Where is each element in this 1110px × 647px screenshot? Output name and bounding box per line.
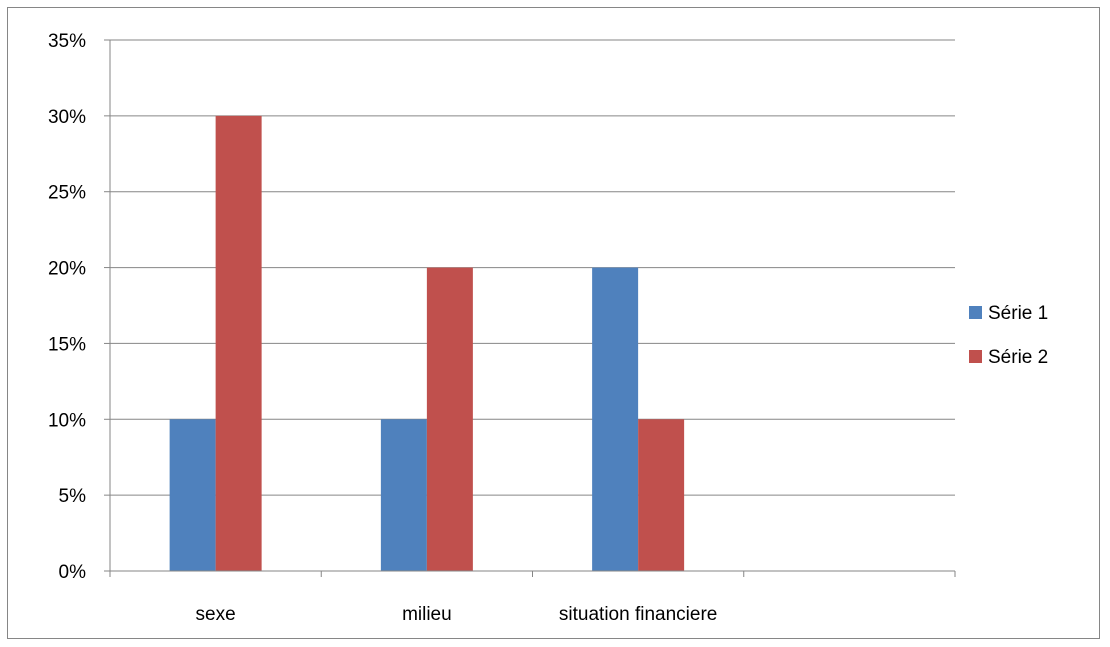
bar-2-milieu xyxy=(426,267,473,571)
y-tick-label: 5% xyxy=(59,486,87,507)
y-tick-label: 15% xyxy=(48,334,86,355)
axes xyxy=(104,39,956,577)
legend-swatch xyxy=(969,350,982,363)
y-tick-label: 35% xyxy=(48,31,86,52)
x-tick-label: sexe xyxy=(196,604,236,625)
bar-1-situation-financiere xyxy=(592,267,639,571)
bars xyxy=(169,115,685,571)
x-tick-label: milieu xyxy=(402,604,452,625)
legend-label: Série 2 xyxy=(988,347,1048,368)
legend-label: Série 1 xyxy=(988,303,1048,324)
y-tick-label: 10% xyxy=(48,410,86,431)
bar-2-situation-financiere xyxy=(638,419,685,571)
y-tick-label: 0% xyxy=(59,562,87,583)
y-tick-label: 30% xyxy=(48,107,86,128)
y-tick-label: 25% xyxy=(48,183,86,204)
bar-1-milieu xyxy=(380,419,427,571)
y-tick-label: 20% xyxy=(48,259,86,280)
legend: Série 1 Série 2 xyxy=(969,303,1048,368)
y-tick-labels: 0% 5% 10% 15% 20% 25% 30% 35% xyxy=(48,31,86,583)
bar-1-sexe xyxy=(169,419,216,571)
x-tick-label: situation financiere xyxy=(559,604,717,625)
legend-swatch xyxy=(969,306,982,319)
bar-2-sexe xyxy=(215,115,262,571)
x-tick-labels: sexe milieu situation financiere xyxy=(196,604,718,625)
